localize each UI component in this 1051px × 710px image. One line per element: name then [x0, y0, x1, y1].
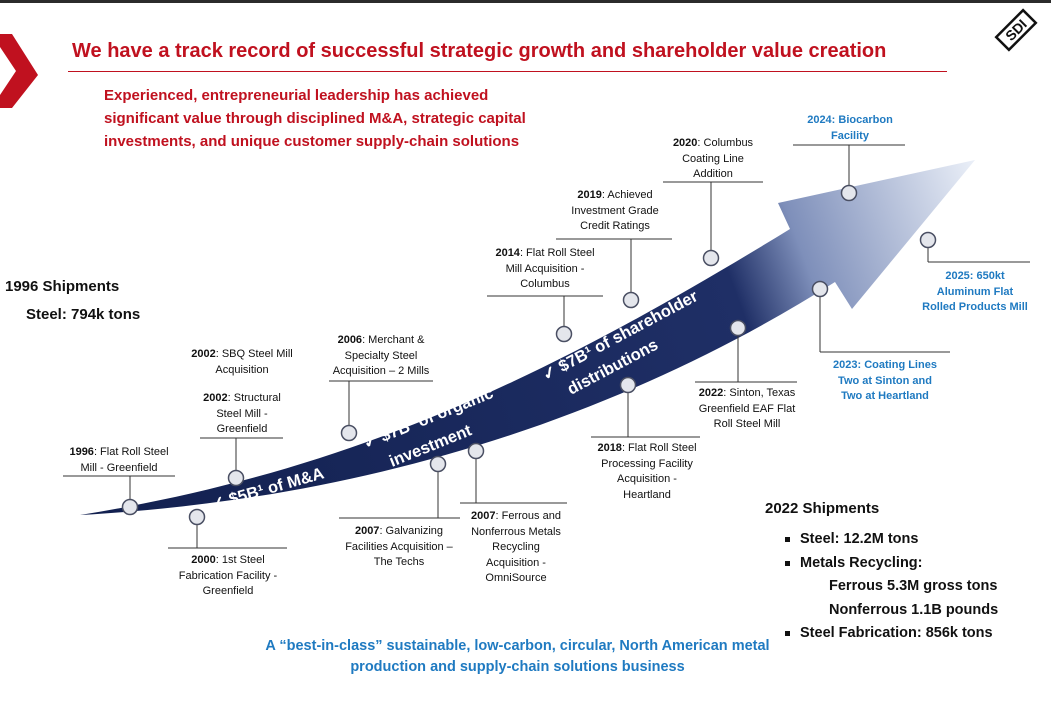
milestone-label-2019: 2019: Achieved Investment Grade Credit R…: [571, 189, 659, 232]
milestone-dot-2006: [340, 424, 358, 442]
milestone-label-2020: 2020: Columbus Coating Line Addition: [672, 137, 754, 180]
sdi-logo: SDI: [994, 8, 1038, 52]
milestone-dot-1996: [121, 498, 139, 516]
bullet-icon: [785, 631, 790, 637]
milestone-dot-2007b: [467, 442, 485, 460]
chevron-marker: [0, 34, 38, 108]
milestone-label-2002-structural: 2002: Structural Steel Mill - Greenfield: [203, 392, 281, 435]
milestone-label-2007-galvanizing: 2007: Galvanizing Facilities Acquisition…: [345, 525, 453, 568]
milestone-label-2006: 2006: Merchant & Specialty Steel Acquisi…: [332, 334, 430, 377]
milestone-dot-2014: [555, 325, 573, 343]
milestone-dots: [121, 184, 937, 526]
milestone-label-2024: 2024: Biocarbon Facility: [807, 114, 893, 142]
milestone-label-2002-sbq: 2002: SBQ Steel Mill Acquisition: [191, 348, 293, 376]
list-subitem: Ferrous 5.3M gross tons: [829, 578, 998, 594]
milestone-label-2022: 2022: Sinton, Texas Greenfield EAF Flat …: [698, 387, 796, 430]
shipments-1996-heading: 1996 Shipments: [5, 278, 120, 295]
bullet-icon: [785, 560, 790, 566]
milestone-dot-2025: [919, 231, 937, 249]
list-item: Metals Recycling:: [785, 552, 998, 576]
milestone-label-2000: 2000: 1st Steel Fabrication Facility - G…: [178, 554, 278, 597]
milestone-dot-2024: [840, 184, 858, 202]
title-rule: [68, 71, 947, 72]
milestone-dot-2023: [811, 280, 829, 298]
milestone-dot-2020: [702, 249, 720, 267]
milestone-label-1996: 1996: Flat Roll Steel Mill - Greenfield: [69, 446, 169, 474]
milestone-dot-2002: [227, 469, 245, 487]
list-subitem: Nonferrous 1.1B pounds: [829, 601, 999, 618]
top-rule: [0, 0, 1051, 3]
milestone-dot-2000: [188, 508, 206, 526]
shipments-1996-steel: Steel: 794k tons: [26, 306, 141, 323]
milestone-dot-2018: [619, 376, 637, 394]
milestone-label-2025: 2025: 650kt Aluminum Flat Rolled Product…: [922, 270, 1028, 313]
shipments-2022-list: Steel: 12.2M tons Metals Recycling: Ferr…: [785, 528, 998, 646]
footer-tagline: A “best-in-class” sustainable, low-carbo…: [265, 638, 770, 675]
page-title: We have a track record of successful str…: [72, 40, 887, 62]
milestone-dot-2007a: [429, 455, 447, 473]
list-item: Steel: 12.2M tons: [785, 528, 998, 552]
milestone-dot-2022: [729, 319, 747, 337]
milestone-label-2014: 2014: Flat Roll Steel Mill Acquisition -…: [495, 247, 595, 290]
list-item: Steel Fabrication: 856k tons: [785, 622, 998, 646]
bullet-icon: [785, 537, 790, 543]
shipments-2022-heading: 2022 Shipments: [765, 500, 880, 517]
milestone-label-2007-recycling: 2007: Ferrous and Nonferrous Metals Recy…: [471, 510, 561, 584]
milestone-label-2018: 2018: Flat Roll Steel Processing Facilit…: [597, 442, 697, 501]
intro-text: Experienced, entrepreneurial leadership …: [104, 87, 526, 150]
growth-arrow: [80, 160, 975, 515]
milestone-dot-2019: [622, 291, 640, 309]
milestone-label-2023: 2023: Coating Lines Two at Sinton and Tw…: [833, 359, 937, 402]
